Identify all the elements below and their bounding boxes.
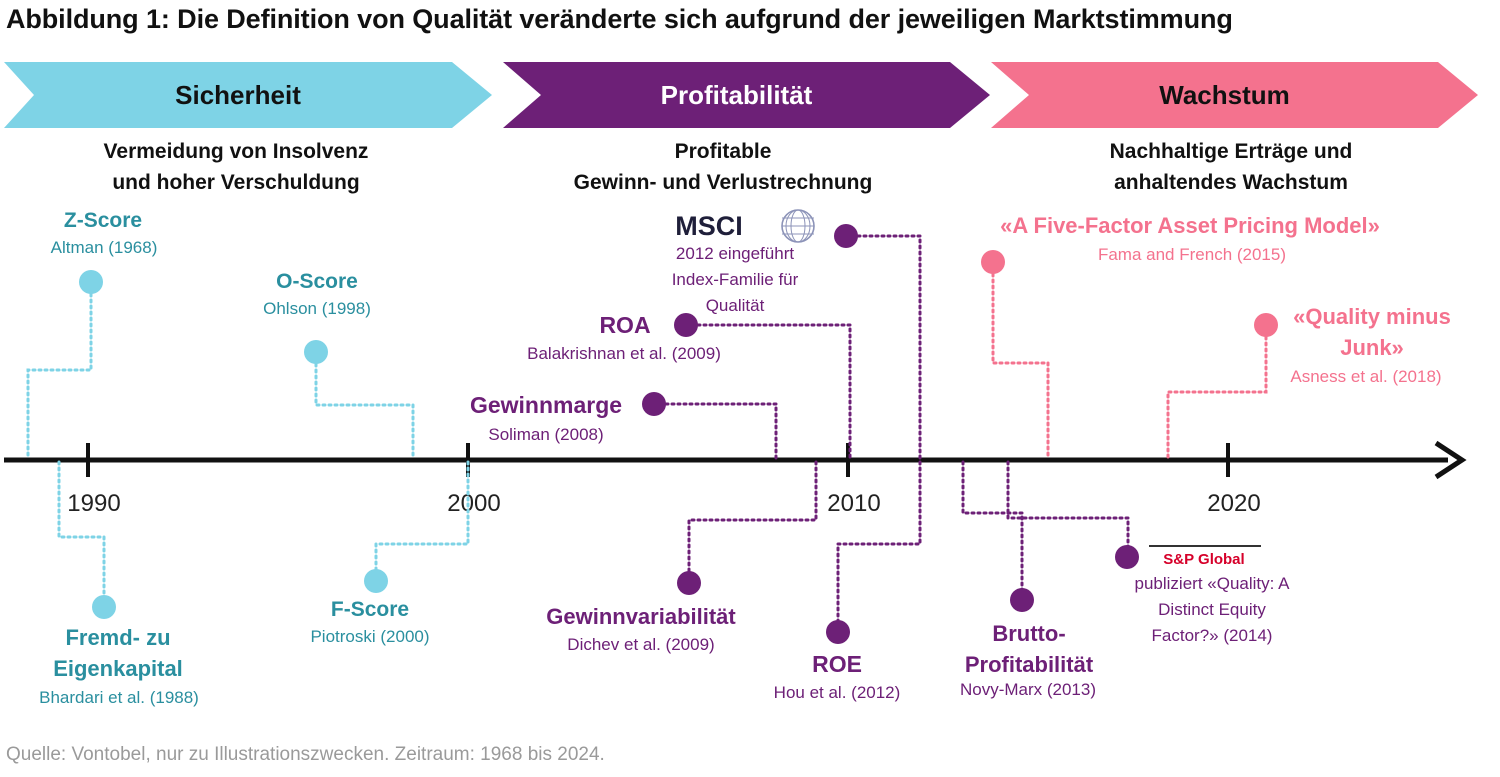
- brutto-profitabilitaet-title: Profitabilität: [965, 652, 1094, 677]
- roa-dot: [674, 313, 698, 337]
- msci-description: Qualität: [706, 296, 765, 315]
- phase-2: Profitabilität: [503, 62, 990, 128]
- axis-tick-label: 1990: [67, 490, 120, 517]
- axis-tick-label: 2010: [827, 490, 880, 517]
- connector: [687, 460, 818, 585]
- sp-global-description: Distinct Equity: [1158, 600, 1266, 619]
- connector: [26, 280, 93, 460]
- msci-description: Index-Familie für: [672, 270, 799, 289]
- connector: [1166, 323, 1268, 460]
- page-title: Abbildung 1: Die Definition von Qualität…: [6, 4, 1233, 34]
- five-factor-citation: Fama and French (2015): [1098, 245, 1286, 264]
- msci-logo-text: MSCI: [675, 211, 743, 241]
- phase-3: Wachstum: [991, 62, 1478, 128]
- phase-label: Wachstum: [1159, 80, 1290, 110]
- phase-label: Sicherheit: [175, 80, 301, 110]
- phase-description: und hoher Verschuldung: [112, 171, 359, 194]
- f-score-title: F-Score: [331, 598, 409, 621]
- five-factor-title: «A Five-Factor Asset Pricing Model»: [1000, 213, 1380, 238]
- axis-tick-label: 2020: [1207, 490, 1260, 517]
- fremd-zu-eigenkapital-dot: [92, 595, 116, 619]
- connector: [961, 460, 1024, 602]
- sp-global-description: Factor?» (2014): [1152, 626, 1273, 645]
- connector: [836, 234, 922, 634]
- quality-minus-junk-title: Junk»: [1340, 335, 1404, 360]
- connector: [652, 402, 778, 460]
- gewinnvariabilitaet-citation: Dichev et al. (2009): [567, 635, 714, 654]
- quality-minus-junk-dot: [1254, 313, 1278, 337]
- phase-chevron: [991, 62, 1478, 128]
- z-score-citation: Altman (1968): [51, 238, 158, 257]
- axis-tick-label: 2000: [447, 490, 500, 517]
- source-note: Quelle: Vontobel, nur zu Illustrationszw…: [6, 744, 605, 765]
- o-score-citation: Ohlson (1998): [263, 299, 371, 318]
- connector: [57, 460, 106, 608]
- phase-description: Nachhaltige Erträge und: [1110, 140, 1353, 163]
- gewinnmarge-title: Gewinnmarge: [470, 392, 622, 418]
- five-factor-dot: [981, 250, 1005, 274]
- connector: [314, 350, 415, 460]
- gewinnmarge-dot: [642, 392, 666, 416]
- brutto-profitabilitaet-title: Brutto-: [992, 621, 1065, 646]
- gewinnvariabilitaet-dot: [677, 571, 701, 595]
- roa-title: ROA: [599, 312, 650, 338]
- connector: [1006, 460, 1130, 559]
- globe-meridian: [785, 209, 811, 243]
- fremd-zu-eigenkapital-title: Eigenkapital: [53, 656, 183, 681]
- f-score-citation: Piotroski (2000): [310, 627, 429, 646]
- roe-title: ROE: [812, 651, 862, 677]
- sp-global-logo-text: S&P Global: [1163, 551, 1244, 568]
- phase-description: Profitable: [675, 140, 772, 163]
- fremd-zu-eigenkapital-title: Fremd- zu: [65, 625, 170, 650]
- o-score-title: O-Score: [276, 270, 358, 293]
- phase-description: Gewinn- und Verlustrechnung: [574, 171, 873, 194]
- z-score-title: Z-Score: [64, 209, 142, 232]
- quality-minus-junk-citation: Asness et al. (2018): [1290, 367, 1441, 386]
- gewinnvariabilitaet-title: Gewinnvariabilität: [546, 604, 736, 629]
- z-score-dot: [79, 270, 103, 294]
- connector: [684, 323, 852, 460]
- msci-globe-icon: [781, 209, 815, 243]
- fremd-zu-eigenkapital-citation: Bhardari et al. (1988): [39, 688, 199, 707]
- quality-minus-junk-title: «Quality minus: [1293, 304, 1451, 329]
- phase-chevron: [503, 62, 990, 128]
- sp-global-description: publiziert «Quality: A: [1135, 574, 1291, 593]
- f-score-dot: [364, 569, 388, 593]
- phase-label: Profitabilität: [661, 80, 813, 110]
- phase-chevron: [4, 62, 492, 128]
- phase-1: Sicherheit: [4, 62, 492, 128]
- connector: [374, 460, 470, 582]
- roa-citation: Balakrishnan et al. (2009): [527, 344, 721, 363]
- msci-dot: [834, 224, 858, 248]
- msci-description: 2012 eingeführt: [676, 244, 794, 263]
- gewinnmarge-citation: Soliman (2008): [488, 425, 603, 444]
- roe-citation: Hou et al. (2012): [774, 683, 901, 702]
- phase-description: anhaltendes Wachstum: [1114, 171, 1348, 194]
- sp-global-dot: [1115, 545, 1139, 569]
- brutto-profitabilitaet-dot: [1010, 588, 1034, 612]
- phase-description: Vermeidung von Insolvenz: [104, 140, 369, 163]
- o-score-dot: [304, 340, 328, 364]
- brutto-profitabilitaet-citation: Novy-Marx (2013): [960, 680, 1096, 699]
- connector: [991, 260, 1050, 460]
- roe-dot: [826, 620, 850, 644]
- timeline-arrowhead: [1434, 440, 1467, 480]
